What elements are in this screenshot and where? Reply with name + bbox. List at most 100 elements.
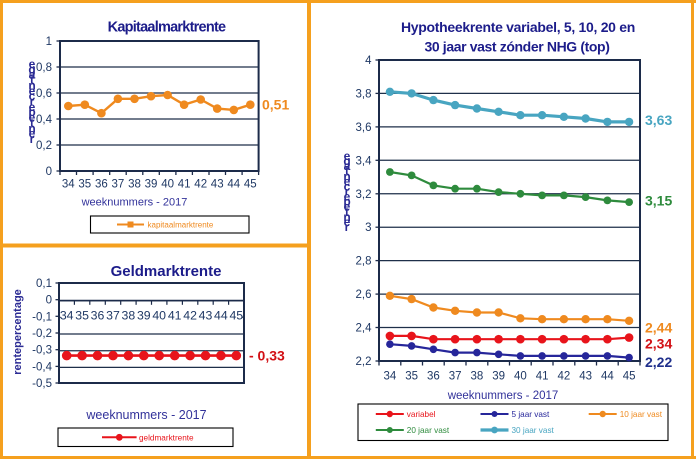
svg-text:0: 0 — [46, 166, 52, 178]
svg-text:44: 44 — [601, 371, 614, 383]
svg-text:40: 40 — [161, 179, 174, 191]
svg-text:45: 45 — [244, 179, 257, 191]
svg-text:e: e — [344, 149, 351, 163]
svg-text:35: 35 — [405, 371, 418, 383]
svg-text:2,44: 2,44 — [645, 320, 672, 336]
svg-text:3: 3 — [365, 222, 371, 234]
svg-text:36: 36 — [427, 371, 440, 383]
svg-text:e: e — [29, 127, 36, 141]
svg-text:0,8: 0,8 — [36, 62, 52, 74]
svg-text:30 jaar vast zónder NHG (top): 30 jaar vast zónder NHG (top) — [424, 39, 609, 55]
svg-text:10 jaar vast: 10 jaar vast — [620, 410, 663, 419]
svg-text:variabel: variabel — [407, 410, 436, 419]
svg-text:2,22: 2,22 — [645, 354, 672, 370]
svg-text:42: 42 — [194, 179, 207, 191]
svg-text:g: g — [28, 62, 35, 76]
svg-text:r: r — [345, 185, 350, 199]
svg-text:3,4: 3,4 — [356, 155, 373, 167]
svg-text:1: 1 — [46, 36, 52, 48]
svg-text:42: 42 — [183, 308, 197, 322]
svg-text:39: 39 — [137, 308, 151, 322]
svg-text:r: r — [30, 95, 35, 109]
svg-text:2,4: 2,4 — [356, 323, 373, 335]
svg-text:weeknummers - 2017: weeknummers - 2017 — [81, 197, 188, 209]
svg-text:n: n — [28, 78, 35, 92]
svg-text:n: n — [28, 121, 35, 135]
svg-text:e: e — [344, 174, 351, 188]
svg-text:39: 39 — [145, 179, 158, 191]
svg-text:37: 37 — [449, 371, 462, 383]
svg-text:43: 43 — [199, 308, 213, 322]
svg-text:20 jaar vast: 20 jaar vast — [407, 426, 450, 435]
svg-text:35: 35 — [75, 308, 89, 322]
svg-text:35: 35 — [78, 179, 91, 191]
svg-text:e: e — [29, 57, 36, 71]
svg-text:p: p — [343, 195, 350, 209]
svg-text:weeknummers - 2017: weeknummers - 2017 — [85, 408, 206, 422]
svg-text:e: e — [29, 100, 36, 114]
svg-text:37: 37 — [112, 179, 125, 191]
svg-text:-0,1: -0,1 — [32, 311, 52, 323]
svg-text:c: c — [29, 89, 36, 103]
svg-text:-0,5: -0,5 — [32, 378, 52, 390]
svg-text:2,34: 2,34 — [645, 336, 672, 352]
svg-text:p: p — [28, 105, 35, 119]
svg-text:30 jaar vast: 30 jaar vast — [512, 426, 555, 435]
svg-text:3,2: 3,2 — [356, 189, 372, 201]
svg-text:2,8: 2,8 — [356, 256, 372, 268]
svg-text:3,6: 3,6 — [356, 122, 372, 134]
svg-text:38: 38 — [471, 371, 484, 383]
svg-text:a: a — [344, 159, 351, 173]
svg-text:34: 34 — [384, 371, 397, 383]
svg-text:4: 4 — [365, 55, 372, 67]
svg-text:43: 43 — [579, 371, 592, 383]
svg-text:weeknummers - 2017: weeknummers - 2017 — [447, 390, 559, 402]
svg-text:40: 40 — [152, 308, 166, 322]
svg-text:t: t — [30, 116, 34, 130]
svg-text:e: e — [344, 200, 351, 214]
svg-text:5 jaar vast: 5 jaar vast — [512, 410, 550, 419]
svg-text:3,63: 3,63 — [645, 112, 672, 128]
svg-text:36: 36 — [91, 308, 105, 322]
svg-text:37: 37 — [106, 308, 120, 322]
svg-text:0,4: 0,4 — [36, 114, 53, 126]
svg-text:-0,4: -0,4 — [32, 361, 52, 373]
svg-text:45: 45 — [229, 308, 243, 322]
svg-text:t: t — [345, 164, 349, 178]
svg-text:41: 41 — [178, 179, 191, 191]
svg-text:Hypotheekrente variabel, 5, 10: Hypotheekrente variabel, 5, 10, 20 en — [401, 19, 635, 35]
svg-text:2,6: 2,6 — [356, 289, 372, 301]
svg-text:e: e — [344, 190, 351, 204]
svg-text:geldmarktrente: geldmarktrente — [139, 433, 194, 442]
svg-text:0,51: 0,51 — [262, 97, 289, 113]
svg-text:44: 44 — [214, 308, 228, 322]
svg-text:0: 0 — [46, 295, 52, 307]
svg-text:39: 39 — [492, 371, 505, 383]
svg-text:-0,3: -0,3 — [32, 345, 52, 357]
svg-text:0,2: 0,2 — [36, 140, 52, 152]
svg-text:36: 36 — [95, 179, 108, 191]
svg-text:e: e — [29, 111, 36, 125]
svg-text:t: t — [30, 73, 34, 87]
svg-text:n: n — [343, 210, 350, 224]
svg-text:0,1: 0,1 — [36, 278, 52, 290]
svg-text:- 0,33: - 0,33 — [249, 348, 285, 364]
svg-text:38: 38 — [122, 308, 136, 322]
svg-text:2,2: 2,2 — [356, 356, 372, 368]
svg-text:n: n — [343, 169, 350, 183]
svg-text:Geldmarktrente: Geldmarktrente — [111, 263, 222, 280]
svg-text:34: 34 — [62, 179, 75, 191]
svg-text:0,6: 0,6 — [36, 88, 52, 100]
svg-text:-0,2: -0,2 — [32, 328, 52, 340]
svg-text:41: 41 — [536, 371, 549, 383]
svg-text:3,8: 3,8 — [356, 88, 372, 100]
svg-text:t: t — [345, 205, 349, 219]
svg-text:45: 45 — [623, 371, 636, 383]
svg-text:r: r — [345, 220, 350, 234]
svg-text:Kapitaalmarktrente: Kapitaalmarktrente — [108, 20, 226, 36]
svg-text:e: e — [29, 84, 36, 98]
svg-text:38: 38 — [128, 179, 141, 191]
svg-text:34: 34 — [60, 308, 74, 322]
svg-text:rentepercentage: rentepercentage — [12, 289, 24, 375]
svg-text:r: r — [30, 132, 35, 146]
